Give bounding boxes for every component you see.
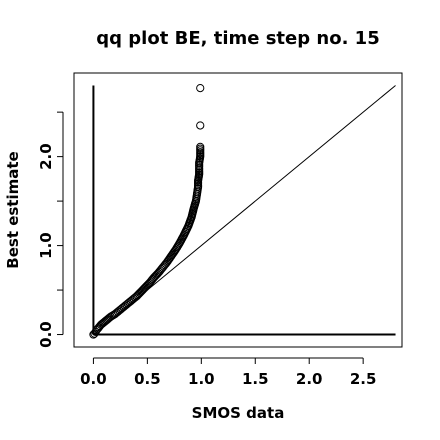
x-tick-label: 0.0 bbox=[80, 370, 107, 388]
data-point bbox=[196, 84, 205, 93]
data-point bbox=[196, 142, 205, 151]
x-tick-label: 2.5 bbox=[350, 370, 377, 388]
data-points bbox=[89, 84, 205, 339]
y-tick-label: 1.0 bbox=[37, 232, 55, 259]
y-axis: 0.0 1.0 2.0 bbox=[37, 111, 64, 348]
x-axis: 0.0 0.5 1.0 1.5 2.0 2.5 bbox=[80, 357, 377, 388]
chart-title: qq plot BE, time step no. 15 bbox=[96, 28, 379, 49]
data-point bbox=[196, 121, 205, 130]
x-tick-label: 0.5 bbox=[134, 370, 161, 388]
y-axis-label: Best estimate bbox=[4, 151, 22, 268]
x-tick-label: 1.5 bbox=[242, 370, 269, 388]
x-tick-label: 2.0 bbox=[296, 370, 323, 388]
y-tick-label: 2.0 bbox=[37, 143, 55, 170]
x-tick-label: 1.0 bbox=[188, 370, 215, 388]
plot-frame bbox=[73, 72, 403, 348]
x-axis-label: SMOS data bbox=[192, 404, 285, 422]
y-tick-label: 0.0 bbox=[37, 321, 55, 348]
